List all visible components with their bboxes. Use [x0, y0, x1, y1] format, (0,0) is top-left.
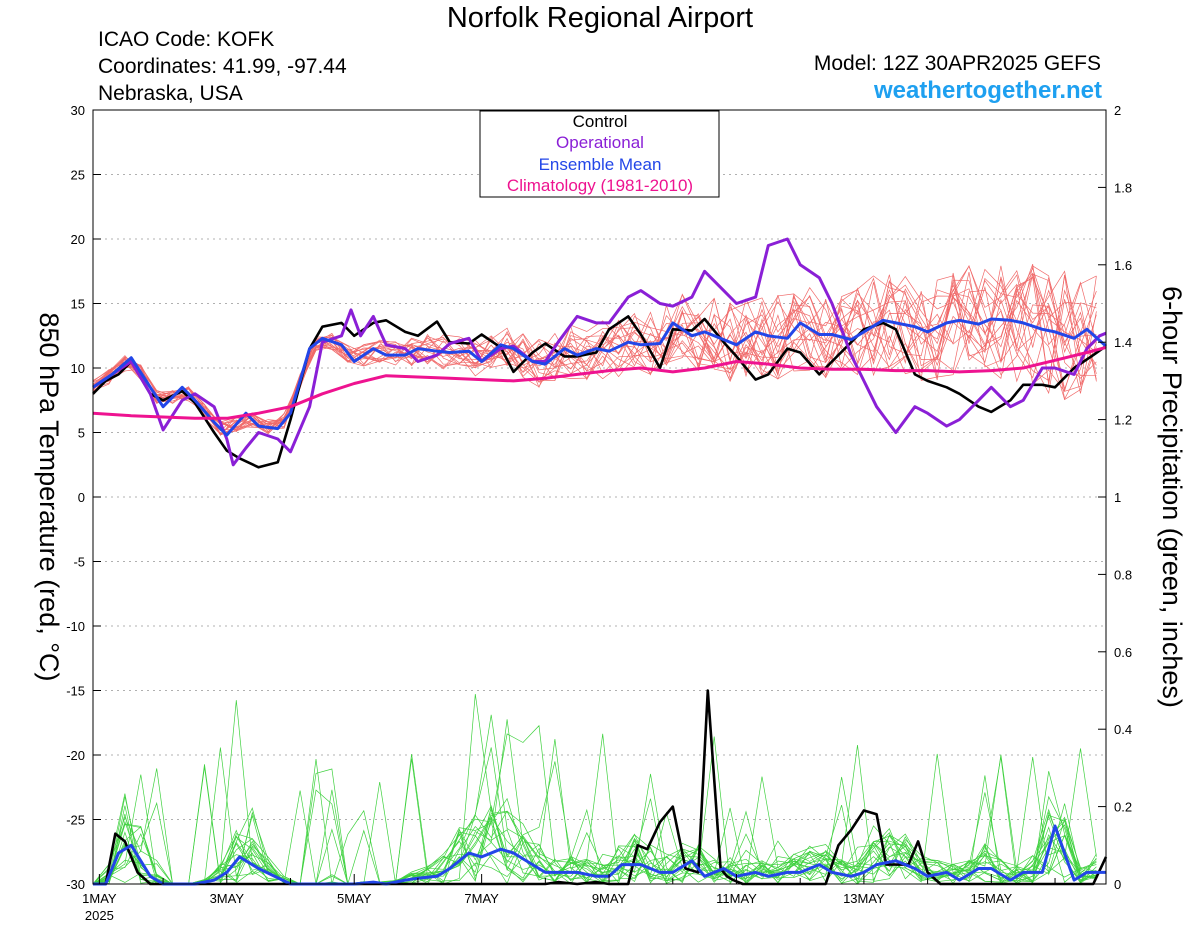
y2-tick-label: 1.6 [1114, 258, 1132, 273]
model-run: Model: 12Z 30APR2025 GEFS [813, 52, 1101, 75]
y2-tick-label: 0.8 [1114, 567, 1132, 582]
legend-control: Control [573, 112, 628, 131]
y-tick-label: 30 [71, 103, 85, 118]
x-tick-label: 3MAY [210, 891, 245, 906]
y2-tick-label: 0 [1114, 877, 1121, 892]
x-tick-label: 7MAY [464, 891, 499, 906]
y-tick-label: 15 [71, 297, 85, 312]
x-tick-label: 5MAY [337, 891, 372, 906]
y-tick-label: -10 [66, 619, 85, 634]
legend-climatology: Climatology (1981-2010) [507, 176, 693, 195]
y-tick-label: 5 [78, 426, 85, 441]
temperature-member-line [92, 263, 1097, 435]
legend-ensemble-mean: Ensemble Mean [539, 155, 662, 174]
climatology-1981-2010-temperature-line [92, 345, 1107, 420]
precipitation-member-line [92, 736, 1097, 885]
precipitation-member-line [92, 759, 1097, 885]
chart-title: Norfolk Regional Airport [446, 2, 754, 34]
legend-box [479, 110, 720, 198]
y2-tick-label: 0.4 [1114, 722, 1132, 737]
region: Nebraska, USA [98, 82, 243, 105]
x-tick-label: 11MAY [716, 891, 757, 906]
y-tick-label: 0 [78, 490, 85, 505]
x-tick-sublabel: 2025 [85, 908, 114, 923]
y-tick-label: -20 [66, 748, 85, 763]
legend-operational: Operational [556, 133, 644, 152]
control-temperature-line [92, 315, 1107, 469]
y-tick-label: -5 [73, 555, 85, 570]
y-axis-label-right: 6-hour Precipitation (green, inches) [1157, 286, 1187, 708]
x-tick-label: 1MAY [82, 891, 117, 906]
axes: 302520151050-5-10-15-20-25-3021.81.61.41… [66, 103, 1132, 923]
ensemble-mean-precipitation-line [93, 824, 1106, 886]
precipitation-member-line [92, 764, 1097, 885]
x-tick-label: 13MAY [843, 891, 885, 906]
x-tick-label: 9MAY [592, 891, 627, 906]
main-series [92, 237, 1108, 886]
grid-lines [93, 174, 1106, 820]
y-tick-label: 10 [71, 361, 85, 376]
x-tick-label: 15MAY [970, 891, 1012, 906]
temperature-member-line [92, 267, 1097, 424]
y-tick-label: 20 [71, 232, 85, 247]
y-axis-label-left: 850 hPa Temperature (red, °C) [34, 313, 64, 682]
y-tick-label: -15 [66, 684, 85, 699]
precipitation-member-line [92, 719, 1097, 885]
y-tick-label: 25 [71, 168, 85, 183]
y-tick-label: -25 [66, 813, 85, 828]
y2-tick-label: 1.8 [1114, 180, 1132, 195]
site-link[interactable]: weathertogether.net [873, 77, 1102, 104]
y2-tick-label: 2 [1114, 103, 1121, 118]
y2-tick-label: 1 [1114, 490, 1121, 505]
operational-temperature-line [92, 237, 1107, 467]
y2-tick-label: 1.4 [1114, 335, 1132, 350]
ensemble-mean-temperature-line [92, 317, 1107, 437]
coordinates: Coordinates: 41.99, -97.44 [98, 55, 347, 78]
legend: Control Operational Ensemble Mean Climat… [479, 110, 720, 198]
y2-tick-label: 0.2 [1114, 800, 1132, 815]
icao-code: ICAO Code: KOFK [98, 28, 275, 51]
precipitation-member-line [92, 753, 1097, 885]
y2-tick-label: 0.6 [1114, 645, 1132, 660]
y-tick-label: -30 [66, 877, 85, 892]
y2-tick-label: 1.2 [1114, 413, 1132, 428]
